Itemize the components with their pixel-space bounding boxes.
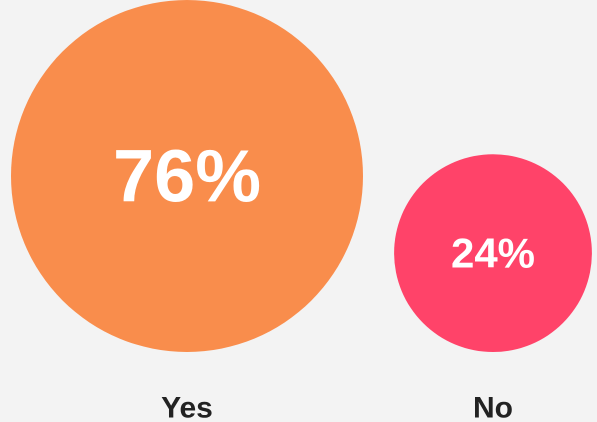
value-labels-group: 76% 24%: [113, 135, 535, 277]
value-label-no: 24%: [451, 230, 535, 277]
bubbles-group: [11, 0, 592, 352]
category-label-no: No: [473, 392, 513, 422]
bubble-no: [394, 154, 592, 352]
bubble-yes: [11, 0, 363, 352]
category-label-yes: Yes: [161, 392, 213, 422]
value-label-yes: 76%: [113, 135, 261, 218]
category-labels-group: Yes No: [161, 392, 513, 422]
